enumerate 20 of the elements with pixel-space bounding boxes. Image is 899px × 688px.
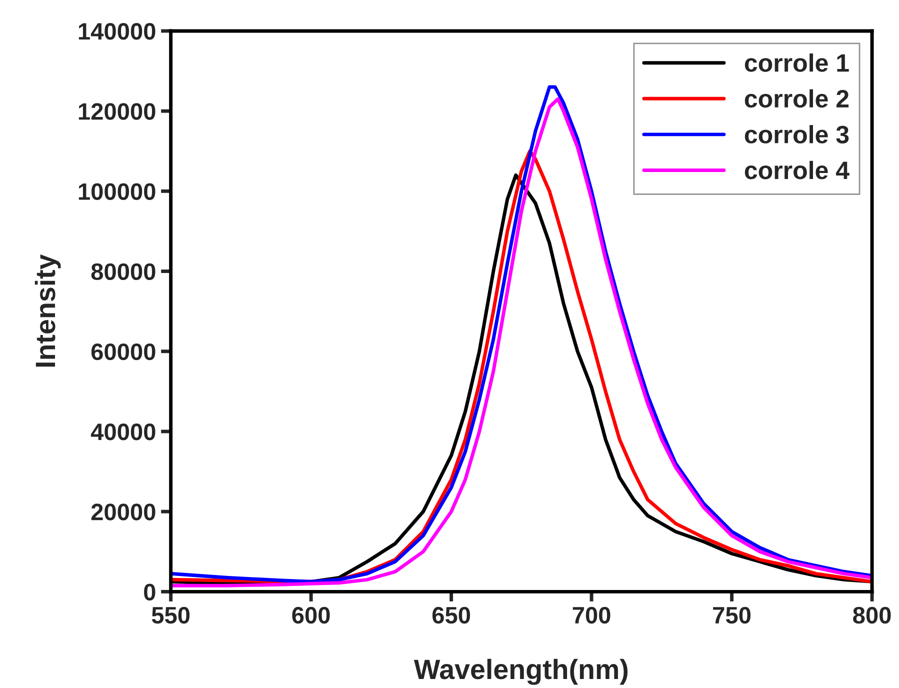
legend-label: corrole 1 <box>744 53 849 72</box>
x-axis-title: Wavelength(nm) <box>414 658 628 685</box>
x-tick-label: 650 <box>432 606 470 624</box>
x-tick-label: 700 <box>572 606 610 624</box>
legend-label: corrole 2 <box>744 89 849 108</box>
y-tick-label: 20000 <box>91 504 156 520</box>
x-tick-label: 750 <box>713 606 751 624</box>
y-tick-label: 40000 <box>90 424 156 440</box>
y-tick-label: 120000 <box>78 103 156 120</box>
y-tick-label: 0 <box>144 584 156 600</box>
legend-label: corrole 3 <box>744 125 849 144</box>
y-tick-label: 60000 <box>91 343 156 360</box>
x-tick-label: 800 <box>853 606 891 624</box>
y-tick-label: 80000 <box>91 263 156 280</box>
x-tick-label: 550 <box>152 606 190 624</box>
x-tick-label: 600 <box>292 606 330 624</box>
legend-label: corrole 4 <box>744 160 850 180</box>
y-axis-title: Intensity <box>34 254 61 367</box>
y-tick-label: 100000 <box>78 183 156 200</box>
y-tick-label: 140000 <box>78 23 156 40</box>
